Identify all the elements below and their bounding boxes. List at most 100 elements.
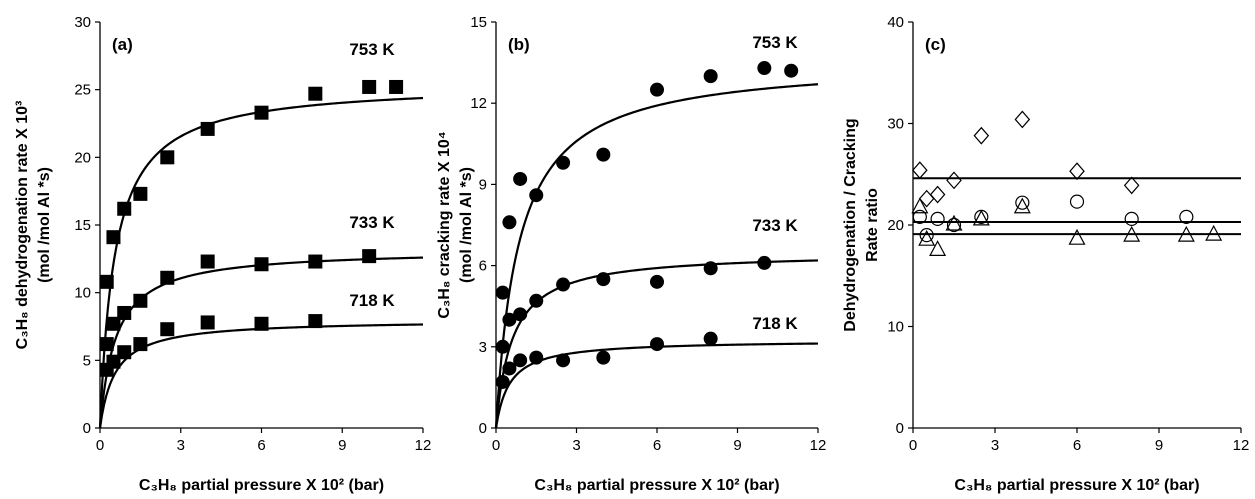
data-point-s1-3 <box>529 188 544 203</box>
data-point-s2-6 <box>1069 194 1085 209</box>
data-point-s3-1 <box>918 229 936 246</box>
data-point-s2-7 <box>308 254 323 269</box>
y-tick-label: 0 <box>479 420 487 437</box>
panel-tag: (c) <box>925 35 946 54</box>
data-point-s1-7 <box>308 86 323 101</box>
data-point-s2-8 <box>757 255 772 270</box>
data-point-s2-1 <box>919 228 934 243</box>
data-point-s2-5 <box>200 254 215 269</box>
data-point-s3-5 <box>200 315 215 330</box>
data-point-s1-5 <box>1014 110 1031 129</box>
y-tick-label: 3 <box>479 339 487 356</box>
y-tick-label: 40 <box>887 14 904 31</box>
data-point-s2-7 <box>1124 211 1139 227</box>
data-point-s3-8 <box>1177 225 1195 242</box>
y-tick-label: 6 <box>479 258 487 275</box>
data-point-s3-6 <box>254 316 269 331</box>
chart-panel-1: 0 5 10 15 20 25 30 0 3 6 9 12 (a) C₃H₈ partial pressu… <box>14 14 431 494</box>
data-point-s3-4 <box>972 209 990 226</box>
data-point-s1-8 <box>757 61 772 76</box>
x-tick-label: 0 <box>492 437 500 454</box>
x-tick-label: 9 <box>733 437 741 454</box>
data-point-s3-3 <box>529 350 544 365</box>
data-point-s1-8 <box>362 79 377 94</box>
y-tick-label: 9 <box>479 176 487 193</box>
data-point-s2-2 <box>513 307 528 322</box>
data-point-s3-2 <box>929 240 947 256</box>
series-2: 733 K <box>98 213 424 429</box>
data-point-s2-3 <box>133 293 148 308</box>
data-point-s1-2 <box>117 201 132 216</box>
series-3: 718 K <box>98 291 424 429</box>
data-point-s2-6 <box>254 257 269 272</box>
x-tick-label: 6 <box>257 437 265 454</box>
series-label: 733 K <box>349 213 395 232</box>
data-point-s2-0 <box>912 209 927 224</box>
data-point-s2-3 <box>529 293 544 308</box>
data-point-s2-4 <box>556 277 571 292</box>
series-3: 718 K <box>494 314 819 429</box>
series-1 <box>912 110 1241 208</box>
y-tick-label: 5 <box>83 352 91 369</box>
data-point-s1-6 <box>254 105 269 120</box>
x-axis-label: C₃H₈ partial pressure X 10² (bar) <box>139 477 384 494</box>
y-tick-label: 25 <box>74 82 91 99</box>
data-point-s2-5 <box>1015 195 1030 210</box>
y-tick-label: 0 <box>83 420 91 437</box>
data-point-s1-9 <box>389 79 404 94</box>
data-point-s3-2 <box>117 345 132 360</box>
data-point-s3-7 <box>703 331 718 346</box>
data-point-s1-1 <box>106 230 121 245</box>
y-tick-label: 15 <box>74 217 91 234</box>
data-point-s1-5 <box>200 121 215 136</box>
data-point-s1-7 <box>703 69 718 84</box>
series-label: 733 K <box>752 216 798 235</box>
series-3 <box>911 197 1241 256</box>
series-label: 753 K <box>752 33 798 52</box>
data-point-s1-7 <box>1123 176 1140 195</box>
data-point-s1-6 <box>1069 162 1085 181</box>
data-point-s2-1 <box>106 316 121 331</box>
y-tick-label: 30 <box>74 14 91 31</box>
data-point-s2-8 <box>362 249 377 264</box>
data-point-s2-5 <box>596 272 611 287</box>
data-point-s3-7 <box>1123 225 1141 242</box>
x-tick-label: 3 <box>177 437 185 454</box>
data-point-s2-4 <box>160 270 175 285</box>
data-point-s1-2 <box>929 185 946 204</box>
data-point-s1-3 <box>946 171 962 190</box>
data-point-s3-1 <box>106 354 121 369</box>
data-point-s1-3 <box>133 186 148 201</box>
data-point-s1-0 <box>912 161 928 180</box>
y-tick-label: 20 <box>74 149 91 166</box>
panel-tag: (b) <box>508 35 530 54</box>
series-1: 753 K <box>494 33 819 429</box>
series-2: 733 K <box>494 216 819 429</box>
y-axis-label-line2: (mol /mol Al *s) <box>458 167 475 283</box>
panel-tag: (a) <box>112 35 133 54</box>
fit-curve <box>98 323 424 429</box>
x-tick-label: 0 <box>96 437 104 454</box>
data-point-s2-7 <box>703 261 718 276</box>
x-tick-label: 12 <box>1233 437 1250 454</box>
y-axis-label-line2: Rate ratio <box>864 188 881 262</box>
data-point-s1-0 <box>99 274 114 289</box>
data-point-s1-4 <box>556 155 571 170</box>
data-point-s1-2 <box>513 171 528 186</box>
fit-curve <box>98 256 424 429</box>
data-point-s2-2 <box>117 305 132 320</box>
data-point-s3-7 <box>308 314 323 329</box>
data-point-s2-6 <box>650 274 664 289</box>
data-point-s3-6 <box>650 337 664 352</box>
y-tick-label: 10 <box>74 285 91 302</box>
data-point-s3-4 <box>556 353 571 368</box>
x-tick-label: 9 <box>1155 437 1163 454</box>
series-label: 718 K <box>349 291 395 310</box>
data-point-s1-1 <box>502 215 517 230</box>
y-tick-label: 10 <box>887 319 904 336</box>
data-point-s3-2 <box>513 353 528 368</box>
data-point-s2-0 <box>99 337 114 352</box>
x-axis-label: C₃H₈ partial pressure X 10² (bar) <box>534 477 779 494</box>
data-point-s1-4 <box>160 150 175 165</box>
x-tick-label: 12 <box>415 437 432 454</box>
